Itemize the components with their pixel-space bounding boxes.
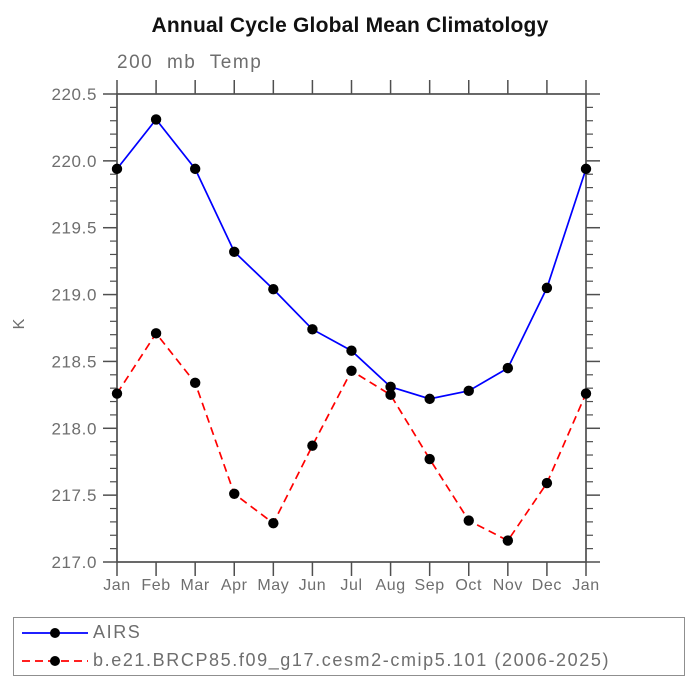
data-point-marker-0 <box>268 284 279 295</box>
legend-marker-dot <box>50 627 60 638</box>
data-point-marker-1 <box>150 328 162 339</box>
legend-label-model: b.e21.BRCP85.f09_g17.cesm2-cmip5.101 (20… <box>93 650 611 670</box>
x-tick-label: Feb <box>141 577 170 594</box>
legend-item-model: b.e21.BRCP85.f09_g17.cesm2-cmip5.101 (20… <box>20 647 684 675</box>
data-point-marker-0 <box>541 282 553 294</box>
data-point-marker-1 <box>307 440 318 451</box>
x-tick-label: Apr <box>221 577 248 594</box>
data-point-marker-1 <box>346 365 357 376</box>
y-tick-label: 218.5 <box>51 352 97 371</box>
legend-label-airs: AIRS <box>93 622 142 642</box>
x-tick-label: Dec <box>532 577 562 594</box>
data-point-marker-1 <box>385 389 396 401</box>
data-point-marker-1 <box>229 488 240 500</box>
chart-subtitle: 200 mb Temp <box>117 52 263 73</box>
legend-marker-dot <box>50 655 60 666</box>
y-tick-label: 218.0 <box>51 419 97 438</box>
data-point-marker-0 <box>502 362 514 374</box>
data-point-marker-1 <box>424 453 435 465</box>
y-tick-label: 220.5 <box>51 85 97 104</box>
plot-frame <box>116 93 587 563</box>
series-line-1 <box>116 331 587 542</box>
data-point-marker-1 <box>111 388 123 399</box>
x-tick-label: Sep <box>415 577 445 594</box>
x-tick-label: Jul <box>340 577 362 594</box>
data-point-marker-0 <box>150 114 162 125</box>
x-tick-label: Jan <box>103 577 131 594</box>
data-point-marker-1 <box>268 518 279 529</box>
data-point-marker-0 <box>346 345 357 356</box>
x-tick-label: Jun <box>299 577 327 594</box>
y-tick-label: 219.0 <box>51 286 97 305</box>
data-point-marker-0 <box>307 324 318 335</box>
data-point-marker-0 <box>463 385 474 397</box>
chart-title: Annual Cycle Global Mean Climatology <box>151 14 549 37</box>
x-tick-label: Jan <box>572 577 600 594</box>
data-point-marker-1 <box>189 377 201 389</box>
data-point-marker-0 <box>189 163 201 175</box>
y-tick-label: 220.0 <box>51 152 97 171</box>
y-tick-label: 217.5 <box>51 486 97 505</box>
data-point-marker-1 <box>580 388 592 399</box>
data-point-marker-0 <box>424 393 435 405</box>
x-tick-label: Aug <box>375 577 405 594</box>
legend-sample-airs <box>22 627 88 638</box>
legend: AIRS b.e21.BRCP85.f09_g17.cesm2-cmip5.10… <box>13 617 685 676</box>
data-point-marker-0 <box>385 381 396 393</box>
data-point-marker-1 <box>541 477 553 489</box>
data-point-marker-0 <box>111 163 123 175</box>
data-point-marker-0 <box>580 163 592 175</box>
x-tick-label: Mar <box>180 577 209 594</box>
data-point-marker-1 <box>463 515 474 526</box>
series-line-0 <box>116 118 587 400</box>
y-tick-label: 219.5 <box>51 219 97 238</box>
y-tick-label: 217.0 <box>51 553 97 572</box>
legend-sample-model <box>22 655 88 666</box>
data-point-marker-0 <box>229 246 240 257</box>
data-point-marker-1 <box>502 535 514 546</box>
legend-item-airs: AIRS <box>20 619 684 647</box>
x-tick-label: May <box>257 577 289 594</box>
x-tick-label: Nov <box>493 577 523 594</box>
x-tick-label: Oct <box>455 577 482 594</box>
